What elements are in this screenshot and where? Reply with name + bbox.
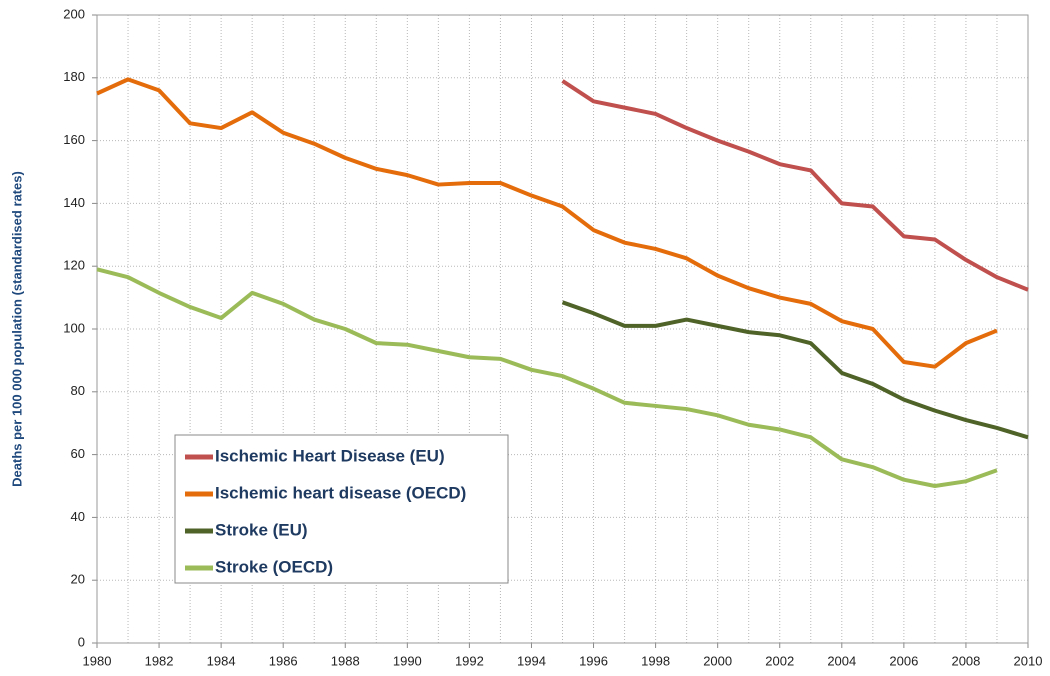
legend-label: Ischemic heart disease (OECD): [215, 483, 466, 502]
legend-label: Stroke (EU): [215, 520, 308, 539]
y-tick-label: 140: [63, 195, 85, 210]
x-tick-label: 1984: [207, 653, 236, 668]
y-tick-label: 200: [63, 6, 85, 21]
x-tick-label: 2010: [1014, 653, 1043, 668]
y-tick-label: 60: [71, 446, 85, 461]
x-tick-label: 2004: [827, 653, 856, 668]
y-axis-label: Deaths per 100 000 population (standardi…: [9, 171, 24, 487]
series-line: [96, 267, 998, 488]
x-tick-label: 1994: [517, 653, 546, 668]
x-tick-label: 2008: [951, 653, 980, 668]
y-tick-label: 0: [78, 634, 85, 649]
plot-frame: [96, 14, 1029, 644]
x-tick-label: 1986: [269, 653, 298, 668]
x-tick-label: 1980: [83, 653, 112, 668]
y-tick-label: 100: [63, 320, 85, 335]
legend-label: Stroke (OECD): [215, 557, 333, 576]
series-line: [96, 77, 998, 369]
series-line: [561, 79, 1029, 292]
y-tick-label: 20: [71, 572, 85, 587]
x-tick-label: 2006: [889, 653, 918, 668]
x-tick-label: 1992: [455, 653, 484, 668]
x-tick-label: 1982: [145, 653, 174, 668]
legend-label: Ischemic Heart Disease (EU): [215, 446, 445, 465]
x-tick-label: 1996: [579, 653, 608, 668]
y-tick-label: 40: [71, 509, 85, 524]
y-tick-label: 160: [63, 132, 85, 147]
y-tick-label: 180: [63, 69, 85, 84]
x-tick-label: 2002: [765, 653, 794, 668]
x-tick-label: 1988: [331, 653, 360, 668]
series-line: [561, 300, 1029, 440]
x-tick-label: 1998: [641, 653, 670, 668]
legend-box: [174, 434, 509, 584]
x-tick-label: 2000: [703, 653, 732, 668]
x-tick-label: 1990: [393, 653, 422, 668]
y-tick-label: 80: [71, 383, 85, 398]
y-tick-label: 120: [63, 258, 85, 273]
